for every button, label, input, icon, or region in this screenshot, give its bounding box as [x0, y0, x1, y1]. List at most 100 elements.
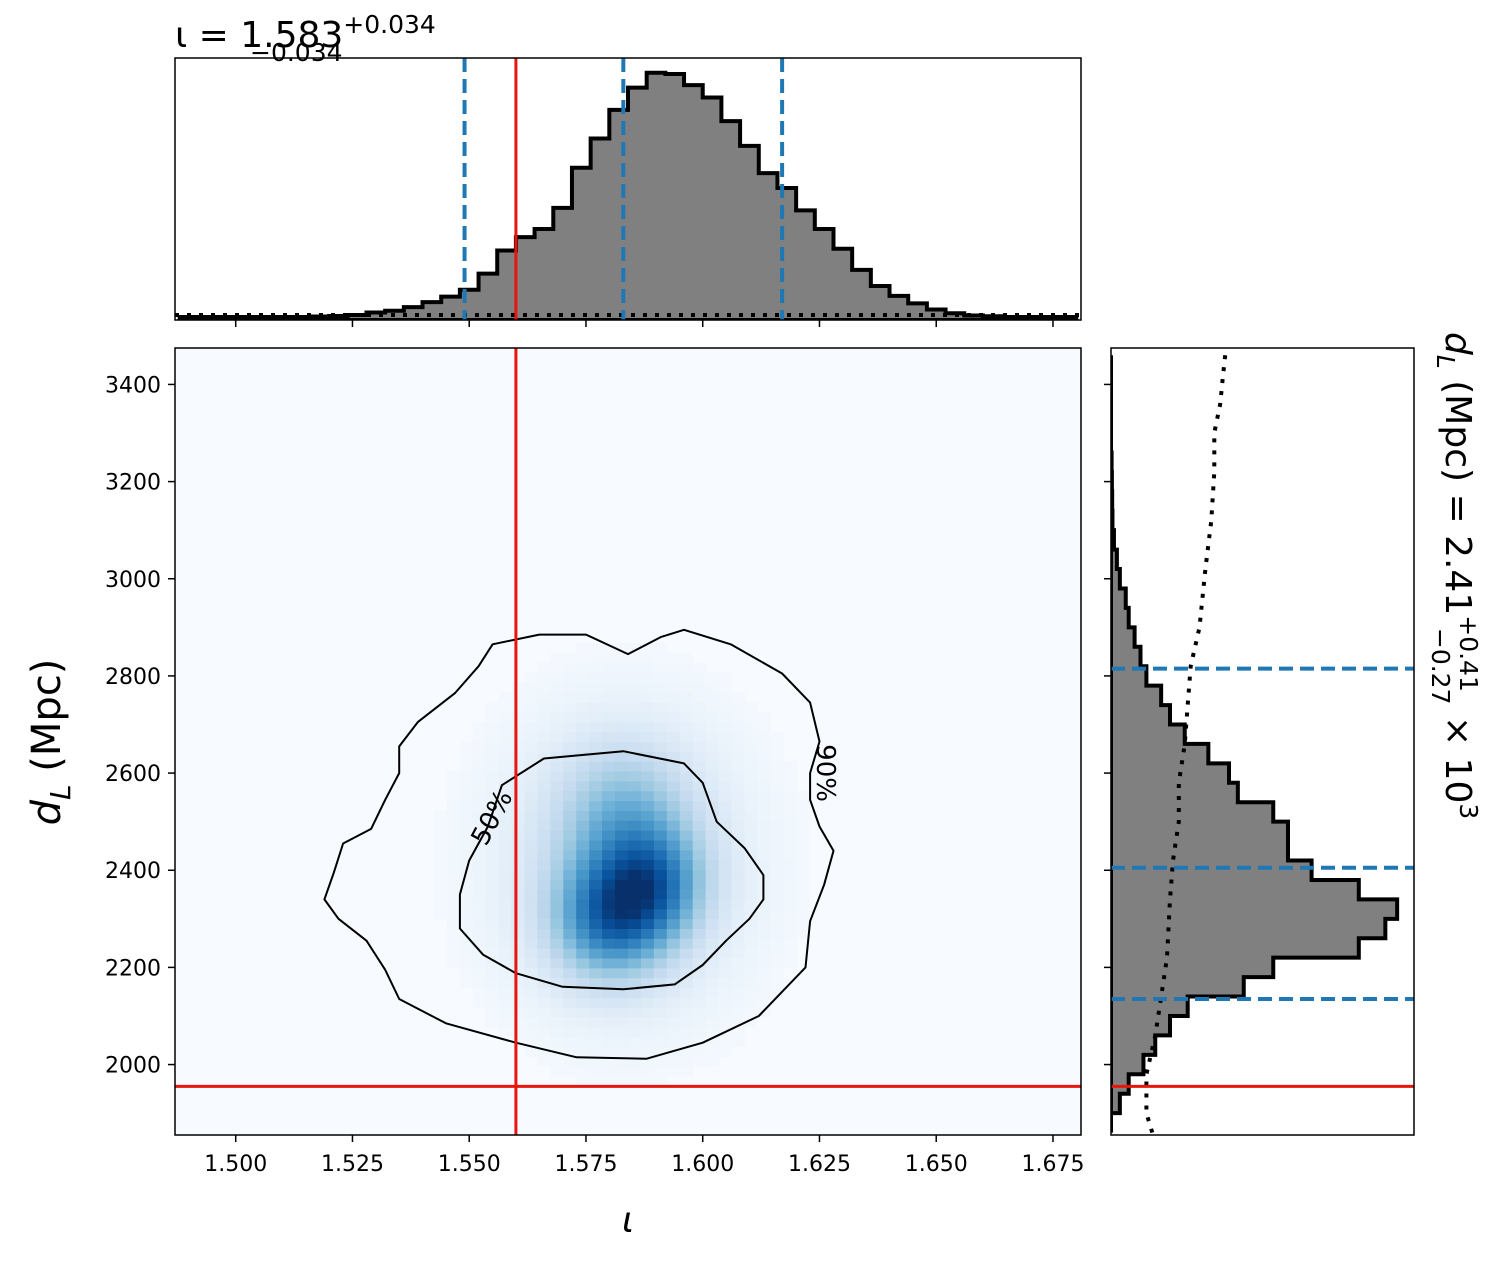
heatmap-cell — [718, 957, 733, 969]
heatmap-cell — [563, 928, 577, 939]
heatmap-cell — [615, 987, 629, 998]
iota-marginal-panel: ι = 1.583+0.034 −0.034 — [174, 10, 1082, 327]
heatmap-cell — [576, 731, 590, 743]
heatmap-cell — [692, 731, 707, 743]
heatmap-cell — [537, 849, 551, 861]
heatmap-cell — [666, 967, 681, 979]
heatmap-cell — [563, 889, 577, 900]
heatmap-cell — [602, 761, 616, 772]
heatmap-cell — [628, 652, 642, 664]
heatmap-cell — [718, 741, 733, 752]
heatmap-cell — [576, 918, 590, 930]
heatmap-cell — [705, 682, 720, 693]
heatmap-cell — [602, 849, 616, 861]
heatmap-cell — [576, 702, 590, 713]
heatmap-cell — [731, 967, 746, 979]
heatmap-cell — [524, 997, 538, 1008]
heatmap-cell — [783, 898, 797, 910]
heatmap-cell — [666, 652, 681, 664]
heatmap-cell — [731, 987, 746, 998]
heatmap-cell — [537, 1056, 551, 1067]
heatmap-cell — [524, 898, 538, 910]
heatmap-cell — [731, 859, 746, 870]
heatmap-cell — [744, 948, 759, 959]
heatmap-cell — [472, 908, 487, 920]
heatmap-cell — [744, 908, 759, 920]
heatmap-cell — [783, 771, 797, 782]
heatmap-cell — [602, 859, 616, 870]
heatmap-cell — [446, 908, 461, 920]
heatmap-cell — [498, 849, 513, 861]
heatmap-cell — [563, 977, 577, 989]
heatmap-cell — [628, 859, 642, 870]
heatmap-cell — [485, 741, 500, 752]
heatmap-cell — [796, 859, 810, 870]
heatmap-cell — [770, 908, 784, 920]
heatmap-cell — [692, 967, 707, 979]
heatmap-cell — [653, 1036, 668, 1048]
heatmap-cell — [589, 721, 603, 733]
heatmap-cell — [666, 928, 681, 939]
dL-marginal-panel: dL (Mpc) = 2.41+0.41−0.27 × 103 — [1104, 332, 1483, 1136]
heatmap-cell — [731, 908, 746, 920]
heatmap-cell — [796, 810, 810, 821]
heatmap-cell — [498, 987, 513, 998]
heatmap-cell — [679, 938, 694, 949]
heatmap-cell — [731, 938, 746, 949]
heatmap-cell — [770, 967, 784, 979]
heatmap-cell — [679, 780, 694, 792]
heatmap-cell — [433, 908, 448, 920]
heatmap-cell — [666, 938, 681, 949]
heatmap-cell — [446, 938, 461, 949]
heatmap-cell — [770, 898, 784, 910]
heatmap-cell — [550, 938, 564, 949]
heatmap-cell — [563, 879, 577, 890]
heatmap-cell — [511, 1016, 526, 1028]
heatmap-cell — [679, 741, 694, 752]
heatmap-cell — [433, 879, 448, 890]
heatmap-cell — [589, 1007, 603, 1018]
heatmap-cell — [433, 820, 448, 831]
heatmap-cell — [472, 761, 487, 772]
heatmap-cell — [628, 1046, 642, 1057]
heatmap-cell — [770, 859, 784, 870]
heatmap-cell — [796, 879, 810, 890]
heatmap-cell — [537, 721, 551, 733]
heatmap-cell — [550, 780, 564, 792]
heatmap-cell — [679, 800, 694, 811]
heatmap-cell — [653, 1016, 668, 1028]
heatmap-cell — [589, 948, 603, 959]
heatmap-cell — [589, 672, 603, 684]
heatmap-cell — [628, 800, 642, 811]
heatmap-cell — [550, 702, 564, 713]
heatmap-cell — [679, 1016, 694, 1028]
heatmap-cell — [744, 721, 759, 733]
heatmap-cell — [563, 1026, 577, 1038]
heatmap-cell — [628, 741, 642, 752]
heatmap-cell — [550, 1066, 564, 1077]
heatmap-cell — [537, 662, 551, 674]
heatmap-cell — [537, 771, 551, 782]
heatmap-cell — [537, 997, 551, 1008]
heatmap-cell — [485, 869, 500, 880]
heatmap-cell — [472, 918, 487, 930]
heatmap-cell — [666, 889, 681, 900]
heatmap-cell — [472, 967, 487, 979]
x-axis-label: ι — [622, 1200, 634, 1241]
heatmap-cell — [498, 977, 513, 989]
heatmap-cell — [692, 751, 707, 762]
heatmap-cell — [796, 908, 810, 920]
heatmap-cell — [718, 997, 733, 1008]
heatmap-cell — [679, 957, 694, 969]
heatmap-cell — [666, 908, 681, 920]
heatmap-cell — [718, 879, 733, 890]
heatmap-cell — [511, 918, 526, 930]
heatmap-cell — [705, 820, 720, 831]
heatmap-cell — [757, 948, 771, 959]
heatmap-cell — [615, 761, 629, 772]
heatmap-cell — [550, 800, 564, 811]
heatmap-cell — [576, 1075, 590, 1087]
heatmap-cell — [537, 987, 551, 998]
heatmap-cell — [718, 918, 733, 930]
iota-histogram-outline — [177, 70, 1079, 320]
